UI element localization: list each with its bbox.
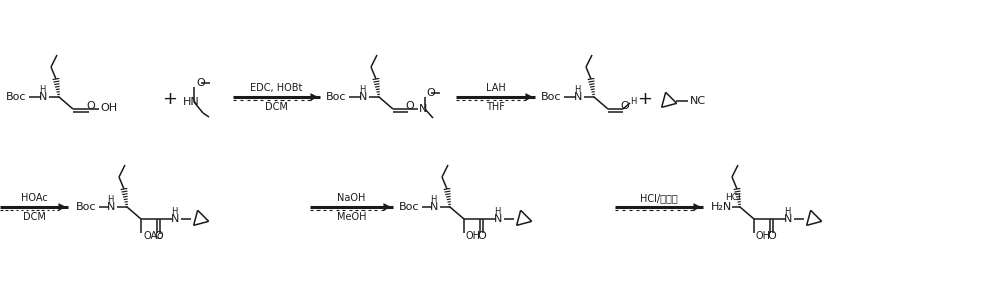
Text: H: H [359, 85, 365, 94]
Text: H: H [430, 194, 436, 204]
Text: OH: OH [756, 231, 771, 241]
Text: H: H [784, 207, 790, 216]
Text: NaOH: NaOH [337, 193, 366, 203]
Text: N: N [39, 92, 47, 102]
Text: MeOH: MeOH [337, 212, 366, 222]
Text: H: H [494, 207, 500, 216]
Text: O: O [87, 101, 95, 111]
Text: Boc: Boc [6, 92, 26, 102]
Text: HCl/二噁烷: HCl/二噁烷 [640, 193, 678, 203]
Text: O: O [478, 231, 486, 241]
Text: OH: OH [100, 103, 117, 113]
Text: N: N [574, 92, 582, 102]
Text: OAc: OAc [143, 231, 162, 241]
Text: OH: OH [466, 231, 481, 241]
Text: DCM: DCM [265, 102, 288, 112]
Text: +: + [162, 90, 178, 108]
Text: H: H [630, 97, 636, 105]
Text: H: H [39, 85, 45, 94]
Text: LAH: LAH [486, 83, 505, 93]
Text: N: N [359, 92, 367, 102]
Text: HN: HN [183, 97, 200, 107]
Text: Boc: Boc [76, 202, 96, 212]
Text: N: N [430, 202, 438, 212]
Text: N: N [494, 214, 502, 224]
Text: O: O [196, 78, 205, 88]
Text: O: O [406, 101, 414, 111]
Text: THF: THF [486, 102, 505, 112]
Text: N: N [171, 214, 179, 224]
Text: HCl: HCl [725, 192, 741, 201]
Text: N: N [107, 202, 115, 212]
Text: O: O [621, 101, 629, 111]
Text: Boc: Boc [399, 202, 420, 212]
Text: H₂N: H₂N [711, 202, 732, 212]
Text: HOAc: HOAc [21, 193, 47, 203]
Text: O: O [426, 88, 435, 98]
Text: H: H [171, 207, 177, 216]
Text: H: H [574, 85, 580, 94]
Text: H: H [107, 194, 113, 204]
Text: Boc: Boc [326, 92, 347, 102]
Text: EDC, HOBt: EDC, HOBt [250, 83, 303, 93]
Text: DCM: DCM [23, 212, 45, 222]
Text: +: + [638, 90, 652, 108]
Text: Boc: Boc [541, 92, 562, 102]
Text: N: N [419, 104, 427, 114]
Text: O: O [768, 231, 776, 241]
Text: O: O [155, 231, 163, 241]
Text: N: N [784, 214, 792, 224]
Text: NC: NC [690, 96, 706, 106]
